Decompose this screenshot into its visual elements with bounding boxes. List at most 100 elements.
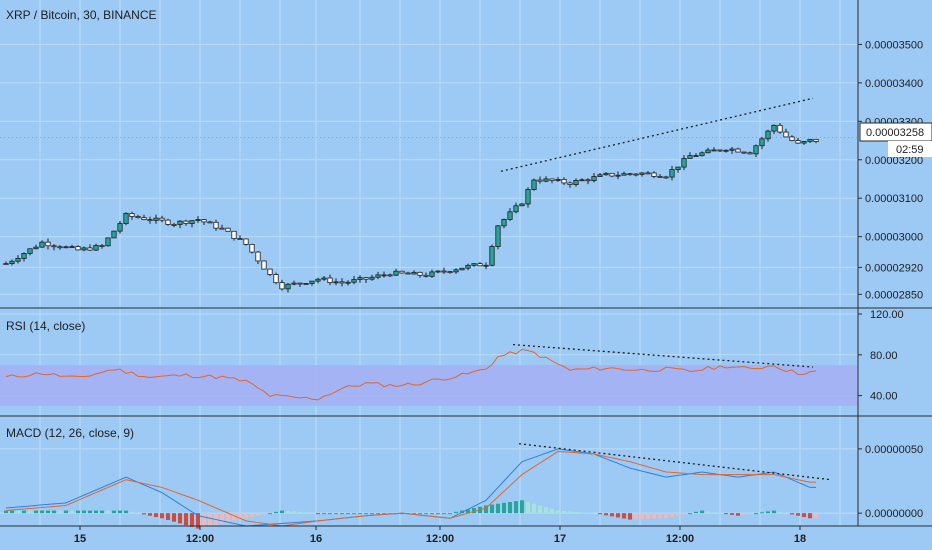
candle-body[interactable] <box>93 245 99 251</box>
candle-body[interactable] <box>441 270 447 273</box>
candle-body[interactable] <box>309 280 315 284</box>
candle-body[interactable] <box>465 264 471 269</box>
candle-body[interactable] <box>651 172 657 177</box>
candle-body[interactable] <box>477 263 483 267</box>
candle-body[interactable] <box>639 172 645 175</box>
candle-body[interactable] <box>51 245 57 248</box>
candle-body[interactable] <box>399 270 405 274</box>
candle-body[interactable] <box>519 203 525 207</box>
candle-body[interactable] <box>807 138 813 142</box>
candle-body[interactable] <box>657 176 663 178</box>
candle-body[interactable] <box>111 230 117 239</box>
candle-body[interactable] <box>585 179 591 182</box>
candle-body[interactable] <box>189 220 195 224</box>
candle-body[interactable] <box>495 225 501 247</box>
candle-body[interactable] <box>405 272 411 275</box>
rsi-trendline[interactable] <box>512 343 814 368</box>
candle-body[interactable] <box>207 221 213 224</box>
candle-body[interactable] <box>3 263 9 265</box>
candle-body[interactable] <box>147 219 153 222</box>
candle-body[interactable] <box>591 176 597 182</box>
candle-body[interactable] <box>645 172 651 175</box>
candle-body[interactable] <box>471 263 477 266</box>
candle-body[interactable] <box>627 173 633 176</box>
candle-body[interactable] <box>735 148 741 153</box>
candle-body[interactable] <box>225 227 231 232</box>
candle-body[interactable] <box>369 276 375 280</box>
candle-body[interactable] <box>63 246 69 249</box>
candle-body[interactable] <box>177 220 183 225</box>
candle-body[interactable] <box>117 223 123 232</box>
candle-body[interactable] <box>417 271 423 276</box>
candle-body[interactable] <box>15 258 21 262</box>
candle-body[interactable] <box>357 277 363 280</box>
candle-body[interactable] <box>783 131 789 138</box>
candle-body[interactable] <box>567 182 573 185</box>
candle-body[interactable] <box>531 179 537 190</box>
candle-body[interactable] <box>741 151 747 154</box>
candle-body[interactable] <box>195 219 201 221</box>
candle-body[interactable] <box>99 245 105 247</box>
candle-body[interactable] <box>375 274 381 278</box>
signal-line[interactable] <box>5 450 816 527</box>
candle-body[interactable] <box>27 248 33 254</box>
candle-body[interactable] <box>675 166 681 170</box>
candle-body[interactable] <box>717 149 723 152</box>
candle-body[interactable] <box>213 221 219 229</box>
candle-body[interactable] <box>153 217 159 221</box>
macd-trendline[interactable] <box>518 443 832 481</box>
candle-body[interactable] <box>69 246 75 248</box>
candle-body[interactable] <box>753 145 759 155</box>
candle-body[interactable] <box>603 172 609 176</box>
candle-body[interactable] <box>789 136 795 141</box>
candle-body[interactable] <box>507 211 513 220</box>
candle-body[interactable] <box>597 174 603 177</box>
candle-body[interactable] <box>609 172 615 177</box>
candle-body[interactable] <box>291 282 297 285</box>
candle-body[interactable] <box>249 243 255 253</box>
candle-body[interactable] <box>459 267 465 271</box>
candle-body[interactable] <box>261 260 267 270</box>
candle-body[interactable] <box>777 124 783 133</box>
candle-body[interactable] <box>321 277 327 280</box>
candle-body[interactable] <box>105 237 111 247</box>
candle-body[interactable] <box>339 281 345 284</box>
candle-body[interactable] <box>9 260 15 265</box>
candle-body[interactable] <box>543 178 549 182</box>
candle-body[interactable] <box>813 138 819 142</box>
candle-body[interactable] <box>171 224 177 226</box>
candle-body[interactable] <box>765 130 771 140</box>
candle-body[interactable] <box>183 220 189 224</box>
candle-body[interactable] <box>165 219 171 225</box>
time-axis[interactable]: 15 12:00 16 12:00 17 12:00 18 <box>74 526 806 545</box>
candle-body[interactable] <box>129 213 135 217</box>
candle-body[interactable] <box>303 283 309 285</box>
candle-body[interactable] <box>75 246 81 251</box>
candle-body[interactable] <box>123 213 129 224</box>
candle-body[interactable] <box>537 179 543 182</box>
candle-body[interactable] <box>255 251 261 262</box>
candle-body[interactable] <box>771 124 777 132</box>
rsi-series[interactable] <box>5 348 817 401</box>
candle-body[interactable] <box>549 178 555 181</box>
candle-body[interactable] <box>333 281 339 284</box>
candle-body[interactable] <box>447 271 453 274</box>
candle-body[interactable] <box>693 155 699 157</box>
candle-body[interactable] <box>681 158 687 168</box>
candle-body[interactable] <box>219 227 225 230</box>
candle-body[interactable] <box>729 148 735 151</box>
candle-body[interactable] <box>81 247 87 251</box>
candle-body[interactable] <box>231 230 237 239</box>
candle-body[interactable] <box>801 141 807 144</box>
candle-body[interactable] <box>705 149 711 154</box>
candle-series[interactable] <box>3 122 819 293</box>
candle-body[interactable] <box>669 169 675 178</box>
candle-body[interactable] <box>615 174 621 177</box>
candle-body[interactable] <box>579 179 585 182</box>
candle-body[interactable] <box>759 138 765 147</box>
candle-body[interactable] <box>39 241 45 248</box>
macd-series[interactable] <box>4 448 818 529</box>
candle-body[interactable] <box>279 282 285 290</box>
candle-body[interactable] <box>273 274 279 284</box>
candle-body[interactable] <box>621 173 627 176</box>
